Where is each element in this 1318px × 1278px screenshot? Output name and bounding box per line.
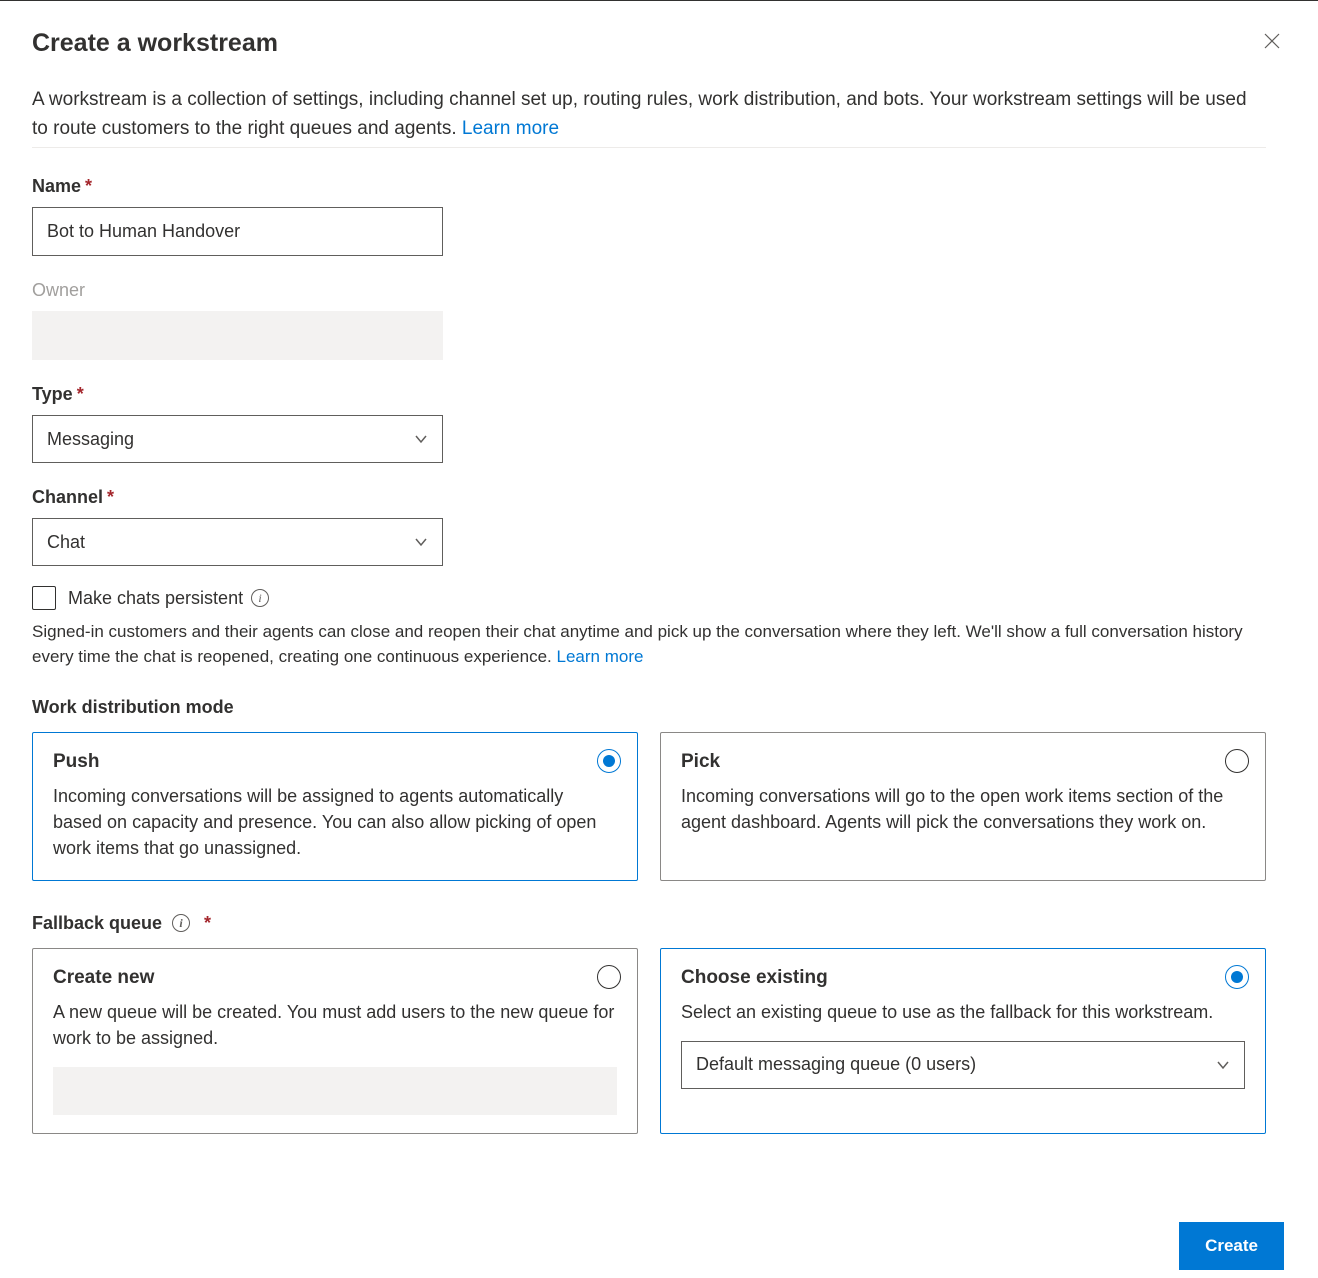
create-new-title: Create new [53, 967, 617, 989]
owner-label: Owner [32, 280, 85, 301]
create-button[interactable]: Create [1179, 1222, 1284, 1270]
create-new-radio[interactable] [597, 965, 621, 989]
close-icon [1264, 33, 1280, 53]
push-card[interactable]: Push Incoming conversations will be assi… [32, 732, 638, 880]
push-desc: Incoming conversations will be assigned … [53, 783, 617, 861]
chevron-down-icon [414, 535, 428, 549]
choose-existing-title: Choose existing [681, 967, 1245, 989]
fallback-card-row: Create new A new queue will be created. … [32, 948, 1266, 1134]
distribution-label: Work distribution mode [32, 697, 1266, 718]
info-icon[interactable]: i [172, 914, 190, 932]
pick-desc: Incoming conversations will go to the op… [681, 783, 1245, 835]
choose-existing-radio[interactable] [1225, 965, 1249, 989]
required-indicator: * [77, 384, 84, 404]
channel-value: Chat [47, 532, 85, 553]
persistent-learn-more-link[interactable]: Learn more [557, 647, 644, 666]
info-icon[interactable]: i [251, 589, 269, 607]
persistent-checkbox[interactable] [32, 586, 56, 610]
required-indicator: * [204, 913, 211, 934]
required-indicator: * [107, 487, 114, 507]
persistent-help-text: Signed-in customers and their agents can… [32, 620, 1266, 669]
push-radio[interactable] [597, 749, 621, 773]
close-button[interactable] [1260, 29, 1284, 56]
pick-title: Pick [681, 751, 1245, 773]
existing-queue-value: Default messaging queue (0 users) [696, 1054, 976, 1075]
chevron-down-icon [414, 432, 428, 446]
channel-select[interactable]: Chat [32, 518, 443, 566]
intro-learn-more-link[interactable]: Learn more [462, 118, 559, 139]
intro-text: A workstream is a collection of settings… [32, 86, 1266, 148]
create-new-queue-input-disabled [53, 1067, 617, 1115]
type-field-group: Type* Messaging [32, 384, 1266, 463]
type-value: Messaging [47, 429, 134, 450]
create-new-card[interactable]: Create new A new queue will be created. … [32, 948, 638, 1134]
fallback-label: Fallback queue i * [32, 913, 1266, 934]
persistent-checkbox-row: Make chats persistent i [32, 586, 1266, 610]
channel-field-group: Channel* Chat [32, 487, 1266, 566]
create-new-desc: A new queue will be created. You must ad… [53, 999, 617, 1051]
choose-existing-card[interactable]: Choose existing Select an existing queue… [660, 948, 1266, 1134]
type-select[interactable]: Messaging [32, 415, 443, 463]
name-input[interactable] [32, 207, 443, 256]
distribution-card-row: Push Incoming conversations will be assi… [32, 732, 1266, 880]
owner-input-disabled [32, 311, 443, 360]
owner-field-group: Owner [32, 280, 1266, 360]
name-field-group: Name* [32, 176, 1266, 256]
choose-existing-desc: Select an existing queue to use as the f… [681, 999, 1245, 1025]
required-indicator: * [85, 176, 92, 196]
pick-radio[interactable] [1225, 749, 1249, 773]
page-title: Create a workstream [32, 29, 278, 58]
panel-header: Create a workstream [32, 29, 1284, 58]
channel-label: Channel* [32, 487, 114, 508]
type-label: Type* [32, 384, 84, 405]
create-workstream-panel: Create a workstream A workstream is a co… [0, 1, 1318, 1278]
pick-card[interactable]: Pick Incoming conversations will go to t… [660, 732, 1266, 880]
push-title: Push [53, 751, 617, 773]
persistent-label: Make chats persistent i [68, 588, 269, 609]
chevron-down-icon [1216, 1058, 1230, 1072]
existing-queue-select[interactable]: Default messaging queue (0 users) [681, 1041, 1245, 1089]
panel-footer: Create [1179, 1214, 1284, 1278]
name-label: Name* [32, 176, 92, 197]
